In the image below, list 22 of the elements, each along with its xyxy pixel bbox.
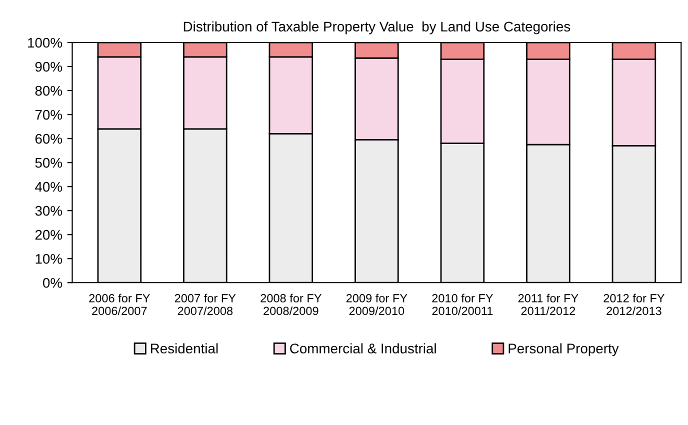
x-tick-label: 2011 for FY 2011/2012 [518,294,578,316]
y-tick-label: 40% [35,182,62,192]
legend-label: Commercial & Industrial [290,343,436,354]
x-tick-label: 2009 for FY 2009/2010 [346,294,408,316]
x-tick-label: 2008 for FY 2008/2009 [260,294,322,316]
y-tick-label: 90% [35,62,62,72]
x-tick-label: 2012 for FY 2012/2013 [604,294,665,316]
y-tick-label: 30% [35,206,62,216]
y-tick-label: 60% [35,134,62,144]
legend-label: Personal Property [508,343,619,356]
legend-label: Residential [150,343,218,354]
y-tick-label: 10% [36,254,62,264]
y-tick-label: 50% [35,158,62,168]
x-tick-label: 2006 for FY 2006/2007 [89,294,150,316]
y-tick-label: 80% [35,86,62,96]
y-tick-label: 100% [28,38,62,48]
y-tick-label: 0% [42,278,62,288]
x-tick-label: 2007 for FY 2007/2008 [174,294,236,316]
y-tick-label: 70% [35,110,62,120]
chart-title: Distribution of Taxable Property Value by Land Use Categories [184,21,570,34]
x-tick-label: 2010 for FY 2010/20011 [432,294,494,316]
y-tick-label: 20% [35,230,62,240]
